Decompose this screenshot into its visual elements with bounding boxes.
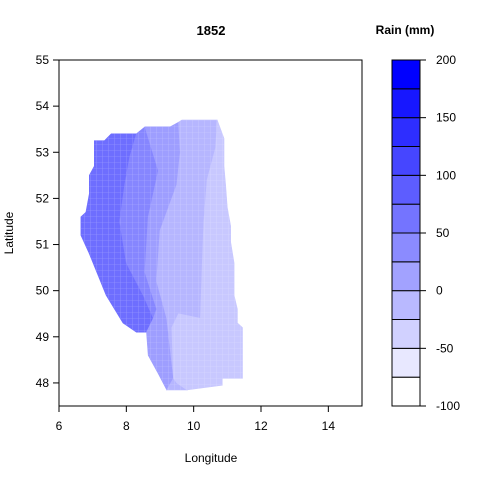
x-tick-label: 12 <box>254 419 268 433</box>
rain-regions <box>80 119 243 391</box>
legend-colorbar <box>391 59 421 407</box>
rain-region-grid-4 <box>171 120 243 390</box>
legend-swatch <box>391 117 421 147</box>
legend-swatch <box>391 59 421 90</box>
y-axis: 48 49 50 51 52 53 54 55 <box>36 53 59 390</box>
plot-frame <box>58 59 363 407</box>
legend-title: Rain (mm) <box>376 23 435 37</box>
y-tick-label: 49 <box>36 330 50 344</box>
y-tick-label: 53 <box>36 145 50 159</box>
chart-title: 1852 <box>197 23 226 38</box>
legend-swatch <box>391 347 421 378</box>
legend-swatch <box>391 290 421 320</box>
x-tick-label: 6 <box>56 419 63 433</box>
x-axis-label: Longitude <box>185 451 238 465</box>
legend-tick-label: 0 <box>436 284 443 298</box>
legend-tick-label: 200 <box>436 53 456 67</box>
rain-region-grid-3 <box>156 120 218 390</box>
x-tick-label: 14 <box>322 419 336 433</box>
x-axis: 6 8 10 12 14 <box>56 406 336 433</box>
y-tick-label: 50 <box>36 284 50 298</box>
legend-swatch <box>391 174 421 205</box>
rain-region-grid-0 <box>80 133 154 333</box>
legend-tick-label: -50 <box>436 341 454 355</box>
y-axis-label: Latitude <box>2 211 16 254</box>
y-tick-label: 51 <box>36 238 50 252</box>
y-tick-label: 55 <box>36 53 50 67</box>
legend-swatch <box>391 146 421 176</box>
legend-swatch <box>391 203 421 234</box>
rain-region-grid-1 <box>119 126 171 319</box>
legend-swatch <box>391 376 421 407</box>
rain-region-grid-2 <box>144 122 181 390</box>
legend-swatch <box>391 261 421 292</box>
x-tick-label: 10 <box>187 419 201 433</box>
legend-tick-label: -100 <box>436 399 460 413</box>
legend-swatch <box>391 232 421 263</box>
y-tick-label: 54 <box>36 99 50 113</box>
y-tick-label: 52 <box>36 191 50 205</box>
legend-swatch <box>391 319 421 349</box>
legend-ticks: 200 150 100 50 0 -50 -100 <box>420 53 460 413</box>
legend-tick-label: 100 <box>436 168 456 182</box>
x-tick-label: 8 <box>123 419 130 433</box>
legend-swatch <box>391 88 421 119</box>
y-tick-label: 48 <box>36 376 50 390</box>
legend-tick-label: 150 <box>436 111 456 125</box>
legend-tick-label: 50 <box>436 226 450 240</box>
